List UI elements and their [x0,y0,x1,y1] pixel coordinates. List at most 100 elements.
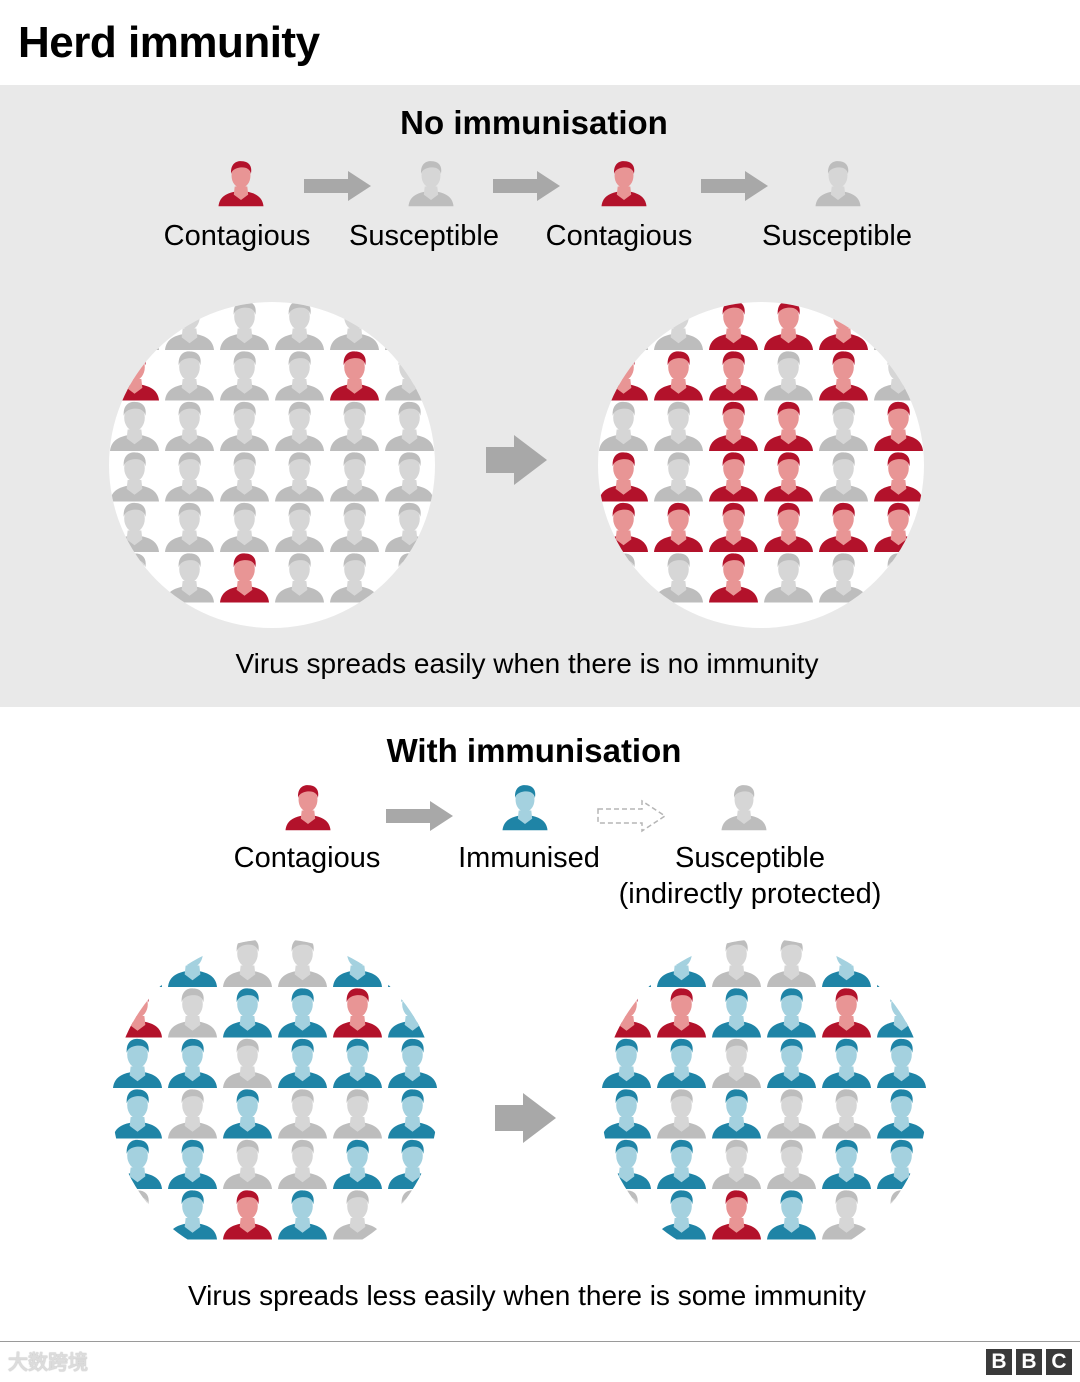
immunised-person-icon [767,1038,816,1089]
contagious-person-icon [709,351,758,401]
contagious-person-icon [874,452,923,502]
immunised-person-icon [113,1089,162,1139]
immunised-person-icon [168,939,217,988]
immunised-person-icon [877,1139,926,1190]
with-immunisation-caption: Virus spreads less easily when there is … [188,1280,866,1311]
immunised-person-icon [767,988,816,1038]
legend-label-susceptible: Susceptible [675,842,825,874]
legend-susceptible-person-icon [408,161,454,207]
population-circle-before [113,939,437,1240]
immunised-person-icon [877,939,926,988]
contagious-person-icon [819,502,868,553]
susceptible-person-icon [278,1089,327,1139]
susceptible-person-icon [165,401,214,452]
arrow-icon [386,801,453,831]
immunised-person-icon [822,1139,871,1190]
susceptible-person-icon [333,1190,382,1240]
immunised-person-icon [278,988,327,1038]
susceptible-person-icon [223,1139,272,1190]
susceptible-person-icon [330,502,379,553]
immunised-person-icon [278,1190,327,1240]
susceptible-person-icon [712,1038,761,1089]
right-arrow-icon [486,435,547,485]
legend-label-contagious: Contagious [163,220,311,252]
susceptible-person-icon [822,1190,871,1240]
immunised-person-icon [602,1038,651,1089]
susceptible-person-icon [275,401,324,452]
contagious-person-icon [601,161,647,207]
susceptible-person-icon [767,1089,816,1139]
susceptible-person-icon [220,401,269,452]
contagious-person-icon [218,161,264,207]
immunised-person-icon [822,1038,871,1089]
no-immunisation-population-graphics [109,302,924,628]
susceptible-person-icon [385,401,434,452]
immunised-person-icon [388,1089,437,1139]
population-circle-after [598,302,924,628]
bbc-logo-letter: C [1046,1349,1072,1375]
contagious-person-icon [654,502,703,553]
susceptible-person-icon [275,553,324,603]
legend-label-indirectly-protected: (indirectly protected) [618,878,882,910]
population-circle-after [602,939,926,1240]
susceptible-person-icon [822,1089,871,1139]
susceptible-person-icon [275,302,324,351]
immunised-person-icon [113,939,162,988]
susceptible-person-icon [165,351,214,401]
legend-contagious-person-icon [601,161,647,207]
immunised-person-icon [333,1139,382,1190]
immunised-person-icon [168,1190,217,1240]
contagious-person-icon [764,452,813,502]
susceptible-person-icon [767,939,816,988]
susceptible-person-icon [767,1139,816,1190]
immunised-person-icon [712,988,761,1038]
immunised-person-icon [767,1190,816,1240]
bbc-logo: B B C [986,1349,1072,1375]
immunised-person-icon [877,1089,926,1139]
susceptible-person-icon [278,939,327,988]
legend-label-susceptible: Susceptible [762,220,912,252]
immunised-person-icon [877,1038,926,1089]
immunised-person-icon [602,939,651,988]
legend-contagious-person-icon [285,785,331,831]
contagious-person-icon [709,452,758,502]
immunised-person-icon [602,1089,651,1139]
contagious-person-icon [113,988,162,1038]
susceptible-person-icon [764,553,813,603]
susceptible-person-icon [333,1089,382,1139]
susceptible-person-icon [385,452,434,502]
susceptible-person-icon [657,1089,706,1139]
susceptible-person-icon [654,553,703,603]
contagious-person-icon [822,988,871,1038]
susceptible-person-icon [819,401,868,452]
contagious-person-icon [654,351,703,401]
immunised-person-icon [113,1038,162,1089]
susceptible-person-icon [165,452,214,502]
legend-arrow-icon [493,171,560,201]
contagious-person-icon [602,988,651,1038]
immunised-person-icon [657,1190,706,1240]
immunised-person-icon [168,1038,217,1089]
susceptible-person-icon [654,401,703,452]
page-title: Herd immunity [18,18,320,67]
immunised-person-icon [657,1139,706,1190]
susceptible-person-icon [113,1190,162,1240]
susceptible-person-icon [220,351,269,401]
contagious-person-icon [764,401,813,452]
susceptible-person-icon [275,502,324,553]
no-immunisation-legend-graphics [218,161,861,207]
susceptible-person-icon [712,1139,761,1190]
arrow-icon [304,171,371,201]
immunised-person-icon [712,1089,761,1139]
legend-susceptible-person-icon [721,785,767,831]
arrow-icon [701,171,768,201]
susceptible-person-icon [168,988,217,1038]
contagious-person-icon [709,502,758,553]
susceptible-person-icon [275,452,324,502]
contagious-person-icon [333,988,382,1038]
susceptible-person-icon [223,939,272,988]
immunised-person-icon [333,939,382,988]
legend-immunised-person-icon [502,785,548,831]
immunised-person-icon [657,1038,706,1089]
contagious-person-icon [712,1190,761,1240]
